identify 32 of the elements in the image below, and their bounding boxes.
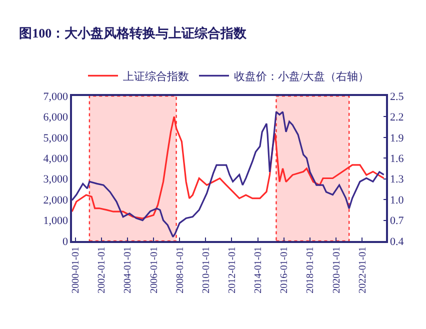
x-tick-label: 2016-01-01 [279, 246, 290, 294]
line-series [72, 111, 385, 238]
legend-label: 上证综合指数 [123, 70, 189, 83]
x-tick-label: 2020-01-01 [331, 246, 342, 294]
y2-tick-label: 1.3 [390, 174, 404, 186]
y-tick-label: 6,000 [43, 112, 69, 124]
y2-tick-label: 2.5 [390, 90, 404, 103]
y-tick-label: 5,000 [43, 132, 69, 144]
x-tick-label: 2018-01-01 [305, 246, 316, 294]
y2-tick-label: 0.7 [390, 215, 404, 228]
x-tick-label: 2010-01-01 [200, 246, 212, 294]
x-tick-label: 2006-01-01 [148, 246, 160, 294]
y-tick-label: 4,000 [43, 152, 69, 165]
chart-title: 图100：大小盘风格转换与上证综合指数 [19, 25, 248, 40]
y-tick-label: 1,000 [43, 215, 69, 228]
x-tick-label: 2002-01-01 [96, 246, 108, 294]
y2-tick-label: 1.0 [390, 194, 404, 206]
x-tick-label: 2014-01-01 [253, 246, 264, 294]
x-tick-label: 2004-01-01 [122, 246, 134, 294]
x-tick-label: 2022-01-01 [357, 246, 368, 294]
y-tick-label: 0 [62, 236, 69, 248]
x-tick-label: 2008-01-01 [174, 246, 186, 294]
y2-tick-label: 1.9 [390, 132, 404, 144]
y2-tick-label: 0.4 [390, 236, 404, 248]
y2-tick-label: 2.2 [390, 112, 404, 124]
y-tick-label: 3,000 [43, 174, 69, 186]
x-tick-label: 2000-01-01 [70, 246, 82, 294]
x-tick-label: 2012-01-01 [226, 246, 238, 294]
y-tick-label: 2,000 [43, 194, 69, 206]
y2-tick-label: 1.6 [390, 152, 404, 165]
legend-label: 收盘价：小盘/大盘（右轴） [234, 70, 370, 83]
y-tick-label: 7,000 [43, 90, 69, 103]
